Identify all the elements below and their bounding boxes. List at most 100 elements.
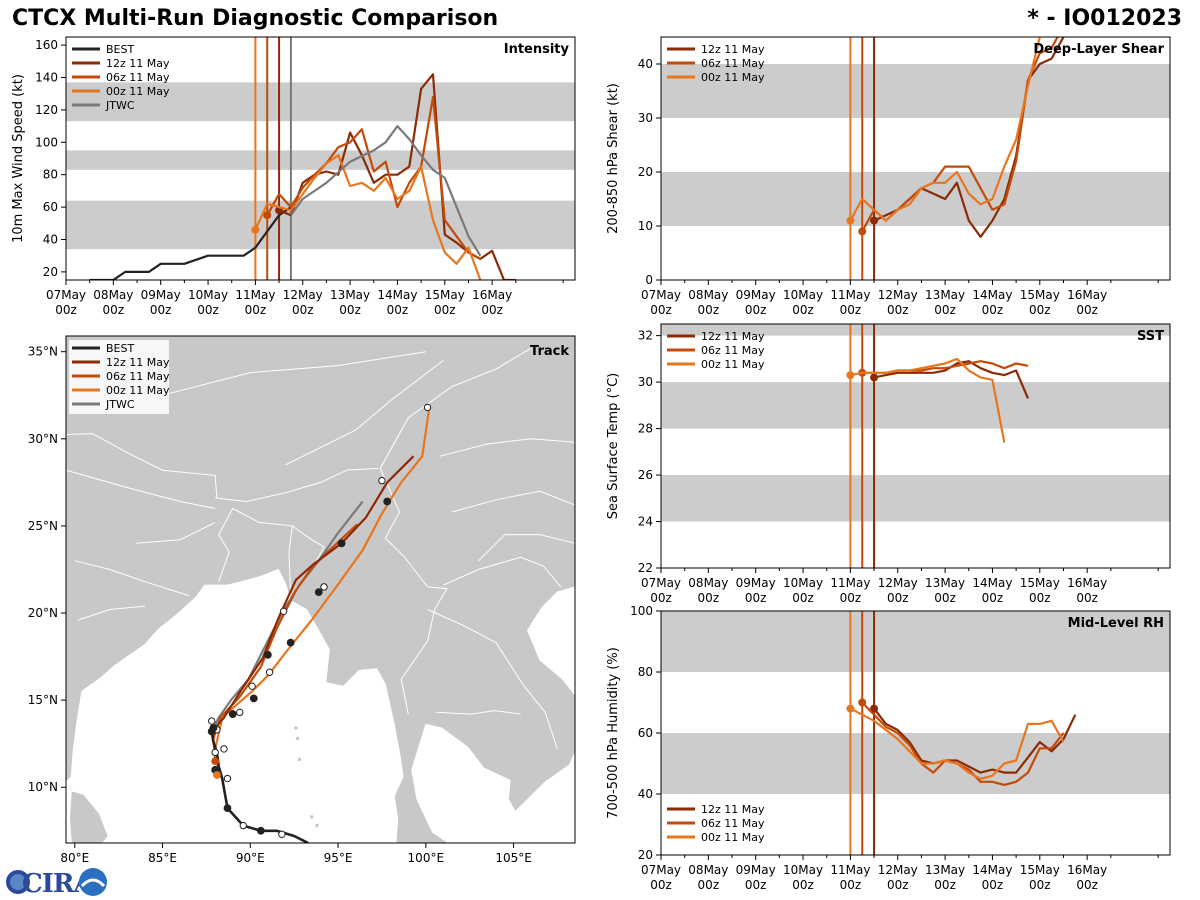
island — [297, 757, 302, 762]
lat-tick-label: 35°N — [28, 345, 58, 359]
admin-border — [379, 347, 532, 469]
y-tick-label: 80 — [43, 168, 58, 182]
x-tick-label-hour: 00z — [1029, 303, 1051, 317]
island — [314, 823, 320, 828]
plot-frame — [65, 36, 576, 281]
admin-border — [218, 507, 293, 596]
y-tick-label: 120 — [35, 103, 58, 117]
admin-border — [136, 521, 216, 544]
track-point-open-best — [220, 745, 228, 753]
sri-lanka-landmass — [69, 790, 109, 843]
legend-label-jtwc: JTWC — [105, 398, 135, 411]
x-tick-label-hour: 00z — [245, 303, 267, 317]
x-tick-label-date: 16May — [1067, 576, 1107, 590]
satellite-emblem-icon — [79, 868, 107, 896]
series-line-00z-11-may — [850, 357, 1006, 443]
x-tick-label-hour: 00z — [698, 303, 720, 317]
admin-border — [379, 468, 448, 715]
legend-label-06z-11-may: 06z 11 May — [701, 57, 765, 70]
series-start-point-00z-11-may — [846, 704, 855, 713]
legend-label-12z-11-may: 12z 11 May — [106, 356, 170, 369]
x-tick-label-hour: 00z — [1076, 591, 1098, 605]
x-tick-label-hour: 00z — [1029, 878, 1051, 892]
plot-area — [661, 37, 1170, 280]
series-start-point-12z-11-may — [870, 373, 879, 382]
admin-border — [78, 605, 146, 621]
x-tick-label-hour: 00z — [745, 591, 767, 605]
y-tick-label: 40 — [638, 787, 653, 801]
globe-inner-icon — [10, 874, 26, 890]
track-point-open-best — [278, 830, 286, 838]
track-point-filled-best — [223, 804, 232, 813]
x-tick-label-hour: 00z — [698, 591, 720, 605]
x-tick-label-date: 08May — [688, 576, 728, 590]
series-line-06z-11-may — [266, 95, 481, 260]
x-tick-label-hour: 00z — [150, 303, 172, 317]
x-tick-label-hour: 00z — [103, 303, 125, 317]
x-tick-label-date: 14May — [377, 288, 417, 302]
track-point-open-best — [223, 774, 232, 783]
x-tick-label-date: 14May — [972, 576, 1012, 590]
legend-label-12z-11-may: 12z 11 May — [106, 57, 170, 70]
x-tick-label-hour: 00z — [1076, 878, 1098, 892]
x-tick-label-date: 09May — [736, 576, 776, 590]
lon-tick-label: 80°E — [60, 851, 89, 865]
x-tick-label-hour: 00z — [934, 591, 956, 605]
threshold-band — [661, 382, 1170, 429]
y-tick-label: 60 — [43, 200, 58, 214]
figure-title: CTCX Multi-Run Diagnostic Comparison — [12, 6, 499, 31]
legend-label-jtwc: JTWC — [105, 99, 135, 112]
x-tick-label-hour: 00z — [481, 303, 503, 317]
y-tick-label: 24 — [638, 515, 653, 529]
legend-label-12z-11-may: 12z 11 May — [701, 43, 765, 56]
series-line-06z-11-may — [861, 701, 1065, 787]
threshold-band — [661, 475, 1170, 522]
x-tick-label-date: 16May — [472, 288, 512, 302]
series-line-jtwc — [290, 124, 482, 257]
x-tick-label-hour: 00z — [650, 591, 672, 605]
x-tick-label-date: 12May — [878, 288, 918, 302]
series-start-point-00z-11-may — [846, 371, 855, 380]
x-tick-label-date: 11May — [830, 863, 870, 877]
x-tick-label-hour: 00z — [840, 303, 862, 317]
cira-logo: CIRA — [6, 868, 107, 898]
x-tick-label-hour: 00z — [840, 591, 862, 605]
lat-tick-label: 10°N — [28, 780, 58, 794]
y-tick-label: 26 — [638, 468, 653, 482]
track-point-filled-12z-11-may — [383, 497, 392, 506]
y-tick-label: 40 — [43, 233, 58, 247]
track-point-open-00z-11-may — [279, 607, 288, 615]
series-line-00z-11-may — [254, 154, 482, 280]
track-point-open-00z-11-may — [248, 682, 256, 690]
island — [309, 814, 315, 820]
x-tick-label-hour: 00z — [792, 591, 814, 605]
track-point-filled-12z-11-may — [249, 694, 258, 703]
lon-tick-label: 90°E — [236, 851, 265, 865]
y-tick-label: 20 — [638, 848, 653, 862]
x-tick-label-date: 13May — [925, 863, 965, 877]
x-tick-label-date: 07May — [46, 288, 86, 302]
track-point-open-00z-11-may — [236, 708, 244, 717]
y-tick-label: 160 — [35, 38, 58, 52]
legend-label-12z-11-may: 12z 11 May — [701, 330, 765, 343]
track-point-filled-00z-11-may — [213, 771, 221, 779]
x-tick-label-date: 11May — [830, 288, 870, 302]
y-tick-label: 0 — [645, 273, 653, 287]
lat-tick-label: 15°N — [28, 693, 58, 707]
panel-title: Intensity — [504, 42, 570, 57]
island — [293, 725, 299, 731]
threshold-band — [66, 82, 575, 122]
admin-border — [439, 438, 575, 457]
x-tick-label-date: 07May — [641, 288, 681, 302]
x-tick-label-hour: 00z — [292, 303, 314, 317]
y-tick-label: 32 — [638, 329, 653, 343]
threshold-band — [661, 611, 1170, 672]
x-tick-label-hour: 00z — [650, 878, 672, 892]
legend-label-00z-11-may: 00z 11 May — [701, 831, 765, 844]
lon-tick-label: 95°E — [324, 851, 353, 865]
threshold-band — [661, 733, 1170, 794]
x-tick-label-date: 13May — [925, 576, 965, 590]
y-tick-label: 20 — [43, 265, 58, 279]
admin-border — [215, 467, 379, 503]
